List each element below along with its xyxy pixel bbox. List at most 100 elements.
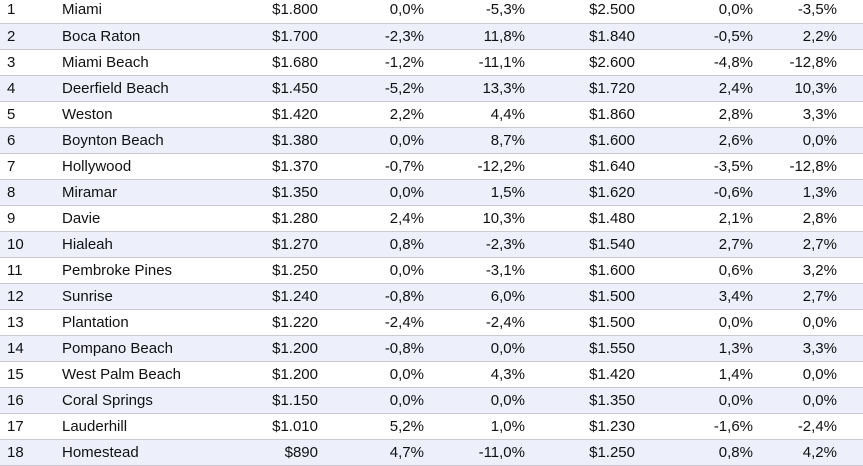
change-1a-cell: 4,7% xyxy=(326,439,427,466)
change-1b-cell: -2,4% xyxy=(427,309,528,336)
change-1b-cell: 13,3% xyxy=(427,75,528,102)
table-row: 18 Homestead $890 4,7% -11,0% $1.250 0,8% 4,2% xyxy=(0,439,863,466)
change-2a-cell: 0,0% xyxy=(643,387,757,414)
change-1a-cell: 2,2% xyxy=(326,101,427,128)
city-cell: Lauderhill xyxy=(62,413,220,440)
rent-2-cell: $1.250 xyxy=(528,439,643,466)
rent-1-cell: $1.370 xyxy=(220,153,326,180)
change-1b-cell: -11,0% xyxy=(427,439,528,466)
rent-2-cell: $2.500 xyxy=(528,0,643,24)
change-2b-cell: 0,0% xyxy=(757,361,863,388)
table-row: 13 Plantation $1.220 -2,4% -2,4% $1.500 0,0% 0,… xyxy=(0,309,863,336)
table-row: 17 Lauderhill $1.010 5,2% 1,0% $1.230 -1,6% -2,… xyxy=(0,413,863,440)
rank-cell: 7 xyxy=(0,153,62,180)
rent-2-cell: $1.620 xyxy=(528,179,643,206)
rent-1-cell: $1.010 xyxy=(220,413,326,440)
change-1a-cell: -2,4% xyxy=(326,309,427,336)
rank-cell: 18 xyxy=(0,439,62,466)
rent-2-cell: $1.540 xyxy=(528,231,643,258)
change-2b-cell: 4,2% xyxy=(757,439,863,466)
change-1b-cell: -3,1% xyxy=(427,257,528,284)
change-2b-cell: -2,4% xyxy=(757,413,863,440)
change-2b-cell: 1,3% xyxy=(757,179,863,206)
rank-cell: 15 xyxy=(0,361,62,388)
city-cell: West Palm Beach xyxy=(62,361,220,388)
table-row: 2 Boca Raton $1.700 -2,3% 11,8% $1.840 -0,5% 2,… xyxy=(0,23,863,50)
change-1a-cell: 2,4% xyxy=(326,205,427,232)
change-1a-cell: 0,0% xyxy=(326,361,427,388)
city-cell: Pembroke Pines xyxy=(62,257,220,284)
rent-1-cell: $1.250 xyxy=(220,257,326,284)
rank-cell: 16 xyxy=(0,387,62,414)
city-cell: Miami xyxy=(62,0,220,24)
change-2a-cell: 0,8% xyxy=(643,439,757,466)
rent-1-cell: $1.220 xyxy=(220,309,326,336)
rent-1-cell: $1.800 xyxy=(220,0,326,24)
change-1a-cell: 0,0% xyxy=(326,387,427,414)
city-cell: Deerfield Beach xyxy=(62,75,220,102)
city-cell: Plantation xyxy=(62,309,220,336)
rank-cell: 14 xyxy=(0,335,62,362)
rent-2-cell: $1.500 xyxy=(528,309,643,336)
change-2b-cell: 2,8% xyxy=(757,205,863,232)
change-2b-cell: 3,3% xyxy=(757,335,863,362)
change-2b-cell: 0,0% xyxy=(757,127,863,154)
change-2a-cell: 2,1% xyxy=(643,205,757,232)
change-2a-cell: 2,4% xyxy=(643,75,757,102)
change-2a-cell: 2,6% xyxy=(643,127,757,154)
change-2b-cell: 3,2% xyxy=(757,257,863,284)
table-row: 16 Coral Springs $1.150 0,0% 0,0% $1.350 0,0% 0… xyxy=(0,387,863,414)
city-cell: Sunrise xyxy=(62,283,220,310)
change-1a-cell: -5,2% xyxy=(326,75,427,102)
city-cell: Pompano Beach xyxy=(62,335,220,362)
rent-1-cell: $1.380 xyxy=(220,127,326,154)
rent-2-cell: $1.350 xyxy=(528,387,643,414)
rank-cell: 17 xyxy=(0,413,62,440)
change-1b-cell: 10,3% xyxy=(427,205,528,232)
rent-2-cell: $1.720 xyxy=(528,75,643,102)
table-row: 12 Sunrise $1.240 -0,8% 6,0% $1.500 3,4% 2,7% xyxy=(0,283,863,310)
rank-cell: 2 xyxy=(0,23,62,50)
change-2a-cell: -4,8% xyxy=(643,49,757,76)
rent-2-cell: $1.550 xyxy=(528,335,643,362)
city-cell: Hialeah xyxy=(62,231,220,258)
rent-1-cell: $1.150 xyxy=(220,387,326,414)
change-1b-cell: 0,0% xyxy=(427,335,528,362)
change-2a-cell: 0,0% xyxy=(643,309,757,336)
rank-cell: 12 xyxy=(0,283,62,310)
table-row: 6 Boynton Beach $1.380 0,0% 8,7% $1.600 2,6% 0,… xyxy=(0,127,863,154)
change-1b-cell: 11,8% xyxy=(427,23,528,50)
city-cell: Coral Springs xyxy=(62,387,220,414)
city-cell: Boynton Beach xyxy=(62,127,220,154)
change-2b-cell: 2,2% xyxy=(757,23,863,50)
rent-1-cell: $1.700 xyxy=(220,23,326,50)
change-1b-cell: 0,0% xyxy=(427,387,528,414)
change-1b-cell: -5,3% xyxy=(427,0,528,24)
change-2b-cell: 3,3% xyxy=(757,101,863,128)
city-cell: Hollywood xyxy=(62,153,220,180)
rent-2-cell: $1.600 xyxy=(528,257,643,284)
table-row: 10 Hialeah $1.270 0,8% -2,3% $1.540 2,7% 2,7% xyxy=(0,231,863,258)
city-cell: Miramar xyxy=(62,179,220,206)
table-row: 4 Deerfield Beach $1.450 -5,2% 13,3% $1.720 2,… xyxy=(0,75,863,102)
change-1b-cell: 1,5% xyxy=(427,179,528,206)
rank-cell: 11 xyxy=(0,257,62,284)
change-1a-cell: -1,2% xyxy=(326,49,427,76)
rent-2-cell: $1.860 xyxy=(528,101,643,128)
change-2a-cell: 0,6% xyxy=(643,257,757,284)
change-2b-cell: 2,7% xyxy=(757,283,863,310)
change-1b-cell: -2,3% xyxy=(427,231,528,258)
rent-2-cell: $1.640 xyxy=(528,153,643,180)
change-1a-cell: -0,8% xyxy=(326,283,427,310)
change-1b-cell: 8,7% xyxy=(427,127,528,154)
change-1b-cell: 4,3% xyxy=(427,361,528,388)
table-row: 14 Pompano Beach $1.200 -0,8% 0,0% $1.550 1,3%… xyxy=(0,335,863,362)
rank-cell: 9 xyxy=(0,205,62,232)
rent-2-cell: $1.500 xyxy=(528,283,643,310)
rank-cell: 8 xyxy=(0,179,62,206)
rent-1-cell: $1.200 xyxy=(220,335,326,362)
change-1a-cell: 5,2% xyxy=(326,413,427,440)
rank-cell: 5 xyxy=(0,101,62,128)
change-2b-cell: -12,8% xyxy=(757,153,863,180)
